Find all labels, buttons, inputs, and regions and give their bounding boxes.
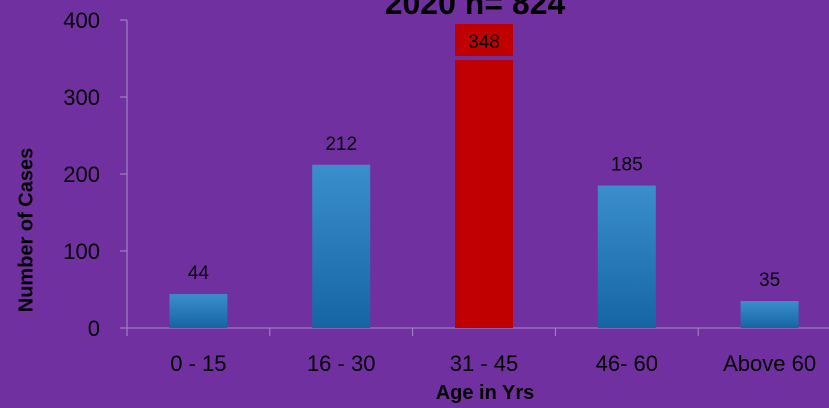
data-label-background (455, 24, 513, 57)
data-label: 185 (611, 155, 643, 176)
x-tick-label: 31 - 45 (450, 351, 519, 376)
chart-title: 2020 n= 824 (384, 0, 566, 21)
x-axis-label: Age in Yrs (435, 382, 535, 404)
data-label: 348 (468, 32, 500, 53)
axes: 0 100 200 300 400 (63, 8, 829, 341)
y-tick-label: 100 (63, 239, 100, 264)
y-tick-label: 0 (88, 316, 100, 341)
y-tick-label: 300 (63, 85, 100, 110)
data-label: 212 (325, 134, 357, 155)
x-tick-label: 16 - 30 (307, 351, 376, 376)
labels: 44 0 - 15 212 16 - 30 348 31 - 45 185 46- 60 35 A… (170, 24, 816, 376)
data-label: 44 (188, 263, 210, 284)
bar-46-60 (597, 185, 656, 328)
x-tick-label: Above 60 (723, 351, 816, 376)
bar-0-15 (169, 294, 228, 328)
bars (169, 60, 799, 328)
bar-31-45 (455, 60, 513, 328)
bar-above-60 (740, 301, 799, 328)
y-tick-label: 200 (63, 162, 100, 187)
data-label: 35 (759, 270, 780, 291)
x-tick-label: 46- 60 (596, 351, 658, 376)
bar-16-30 (312, 164, 371, 328)
x-tick-label: 0 - 15 (170, 351, 226, 376)
y-tick-label: 400 (63, 8, 100, 33)
